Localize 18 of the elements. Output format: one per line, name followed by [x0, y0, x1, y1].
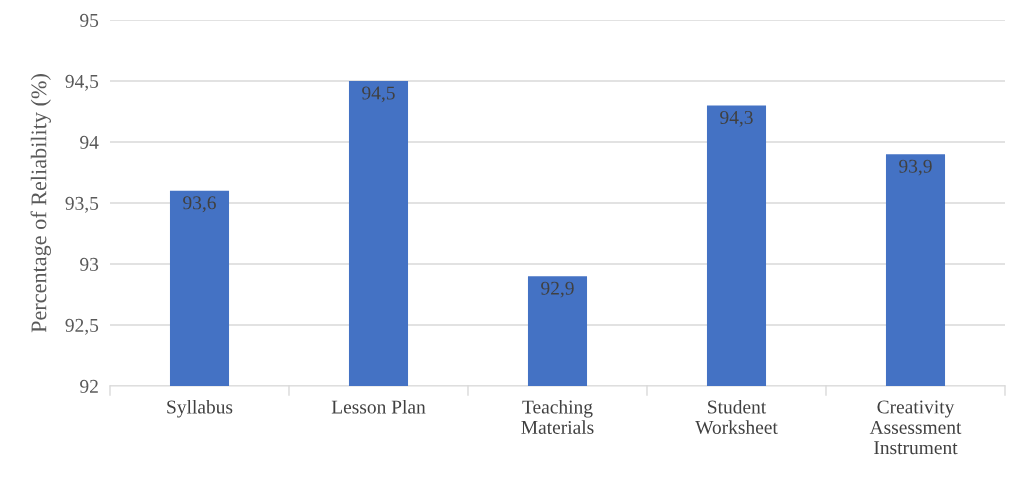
- data-label: 92,9: [541, 281, 574, 298]
- x-tick-label: Student Worksheet: [695, 399, 778, 435]
- data-label: 94,3: [720, 110, 753, 127]
- y-tick-label: 94: [80, 135, 99, 149]
- data-label: 94,5: [362, 86, 395, 103]
- x-tick-label: Creativity Assessment Instrument: [869, 400, 962, 455]
- y-tick-label: 92: [80, 379, 98, 393]
- x-tick-label: Syllabus: [167, 399, 233, 418]
- x-tick-label: Teaching Materials: [521, 399, 594, 434]
- data-label: 93,6: [183, 196, 216, 213]
- y-tick-label: 94,5: [65, 74, 99, 91]
- y-tick-label: 93,5: [65, 196, 99, 213]
- y-tick-label: 93: [80, 257, 99, 271]
- y-axis-title: Percentage of Reliability (%): [30, 74, 51, 333]
- x-tick-label: Lesson Plan: [331, 399, 426, 414]
- y-tick-label: 95: [80, 13, 99, 27]
- data-label: 93,9: [899, 159, 932, 176]
- y-tick-label: 92,5: [65, 318, 99, 335]
